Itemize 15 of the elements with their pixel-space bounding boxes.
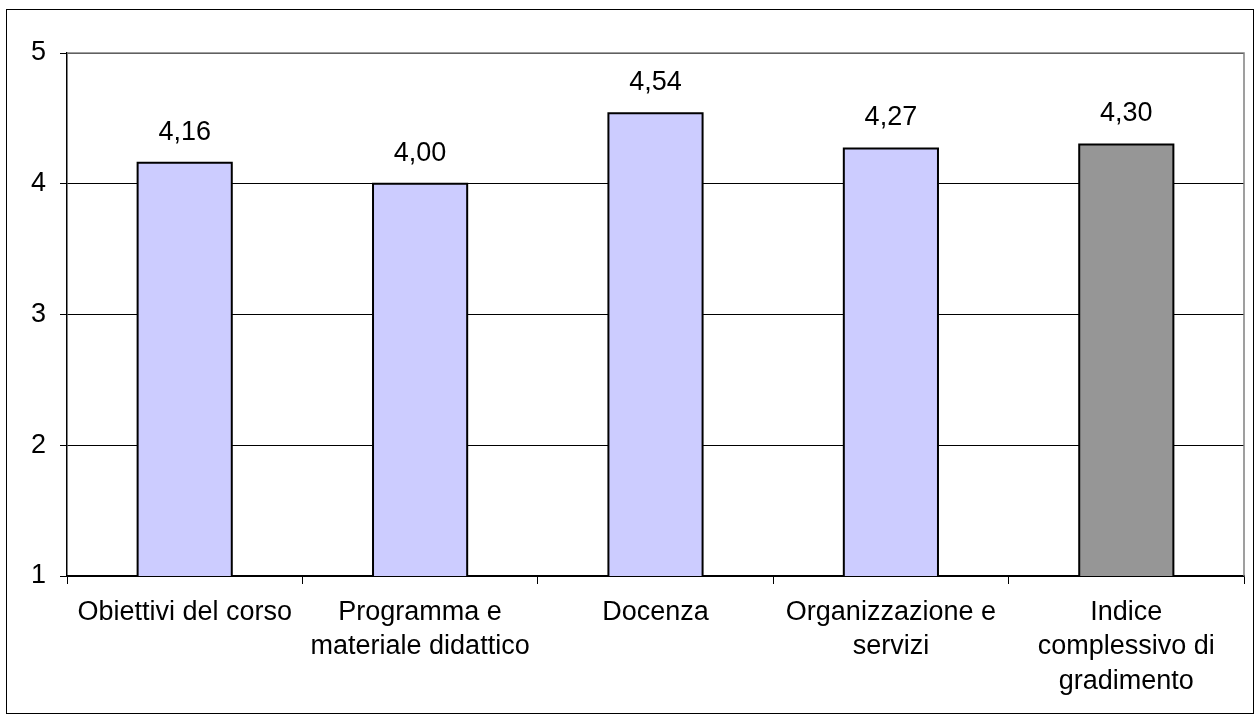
data-label: 4,54	[629, 66, 682, 97]
x-tick-label: Indice complessivo di gradimento	[1037, 596, 1215, 695]
data-label: 4,30	[1100, 97, 1153, 128]
x-tick-label: Programma e materiale didattico	[310, 596, 530, 661]
y-tick-label: 2	[30, 428, 46, 459]
x-tick-label: Docenza	[602, 596, 710, 627]
y-tick-label: 4	[30, 167, 46, 198]
data-label: 4,16	[158, 115, 211, 146]
y-tick-label: 3	[30, 297, 46, 328]
x-tick-label: Obiettivi del corso	[77, 596, 292, 627]
data-label: 4,00	[393, 136, 447, 167]
y-tick-label: 1	[30, 559, 46, 590]
data-label: 4,27	[864, 101, 918, 132]
y-tick-label: 5	[30, 36, 46, 67]
x-tick-label: Organizzazione e servizi	[785, 596, 996, 661]
